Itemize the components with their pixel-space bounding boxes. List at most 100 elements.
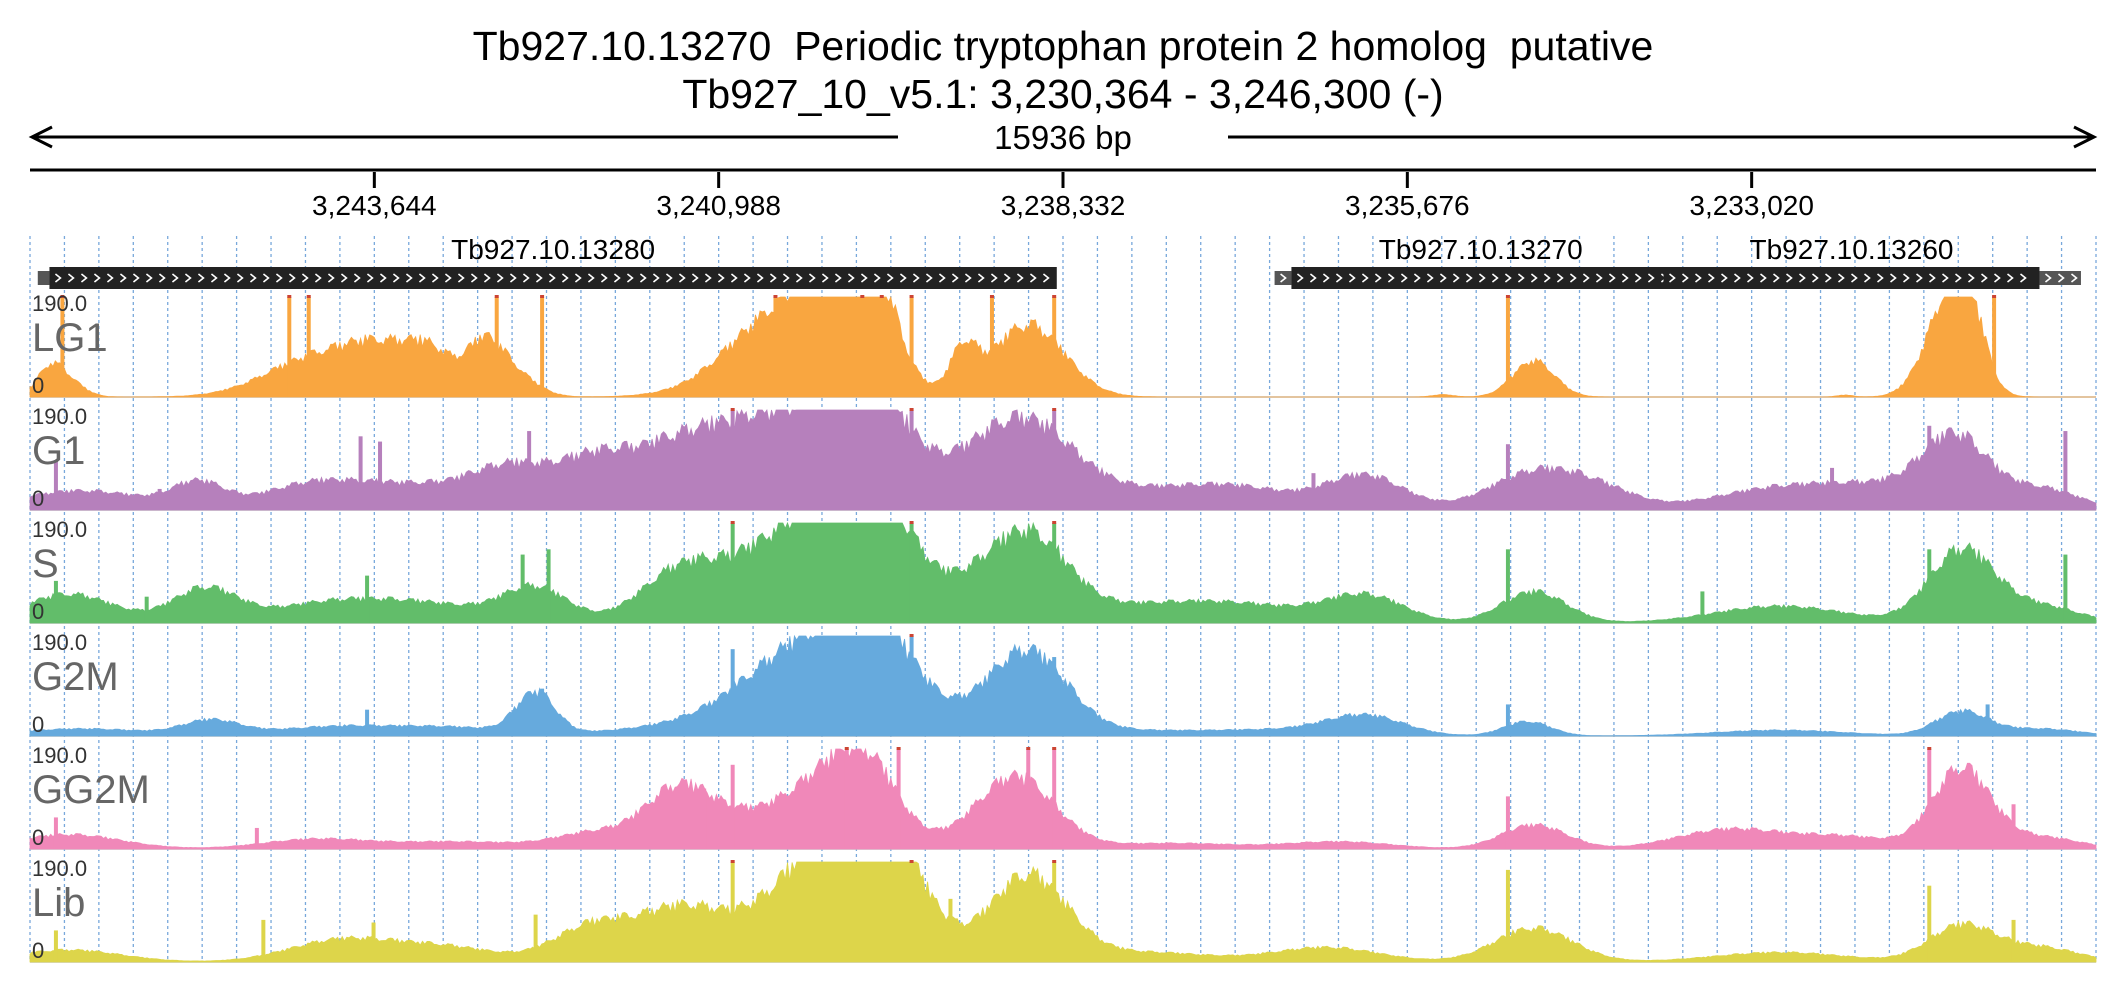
strand-chevron (301, 273, 309, 283)
strand-chevron (1335, 273, 1343, 283)
coverage-spike (948, 699, 953, 736)
strand-chevron (613, 273, 621, 283)
strand-chevron (1747, 273, 1754, 283)
coverage-spike (540, 688, 545, 736)
strand-chevron (639, 273, 647, 283)
strand-chevron (1439, 273, 1447, 283)
strand-chevron (67, 273, 75, 283)
clip-marker (860, 295, 865, 298)
track-name-label: Lib (32, 881, 85, 925)
strand-chevron (847, 273, 855, 283)
coverage-spike (53, 817, 58, 849)
strand-chevron (2057, 273, 2065, 283)
strand-chevron (457, 273, 465, 283)
strand-chevron (2020, 273, 2027, 283)
strand-chevron (2070, 273, 2078, 283)
clip-marker (287, 295, 292, 298)
coverage-spike (2063, 431, 2068, 510)
strand-chevron (938, 273, 946, 283)
strand-chevron (1864, 273, 1871, 283)
track-min-label: 0 (32, 373, 44, 398)
coverage-spike (546, 549, 551, 623)
coverage-spike (1052, 749, 1057, 849)
coverage-spike (1927, 549, 1932, 623)
coverage-spike (527, 431, 532, 510)
coverage-spike (948, 898, 953, 962)
strand-chevron (1029, 273, 1037, 283)
span-label: 15936 bp (994, 119, 1132, 156)
gene-bar (49, 267, 1057, 289)
strand-chevron (561, 273, 569, 283)
strand-chevron (1634, 273, 1642, 283)
strand-chevron (340, 273, 348, 283)
strand-chevron (873, 273, 881, 283)
strand-chevron (808, 273, 816, 283)
track-s: 190.0 0 S (29, 517, 2097, 624)
strand-chevron (1280, 273, 1287, 283)
strand-chevron (574, 273, 582, 283)
coverage-spike (1505, 297, 1510, 397)
gene-bar (1663, 267, 2040, 289)
clip-marker (306, 295, 311, 298)
strand-chevron (1838, 273, 1845, 283)
clip-marker (494, 295, 499, 298)
strand-chevron (1669, 273, 1676, 283)
coverage-spike (306, 297, 311, 397)
strand-chevron (496, 273, 504, 283)
strand-chevron (1890, 273, 1897, 283)
strand-chevron (821, 273, 829, 283)
strand-chevron (2044, 273, 2052, 283)
track-min-label: 0 (32, 599, 44, 624)
track-g2m: 190.0 0 G2M (29, 630, 2097, 737)
strand-chevron (1647, 273, 1655, 283)
strand-chevron (119, 273, 127, 283)
strand-chevron (1682, 273, 1689, 283)
axis-tick-label: 3,240,988 (656, 190, 781, 221)
coverage-spike (948, 457, 953, 510)
strand-chevron (1582, 273, 1590, 283)
strand-chevron (353, 273, 361, 283)
track-name-label: GG2M (32, 768, 150, 812)
clip-marker (1052, 295, 1057, 298)
strand-chevron (197, 273, 205, 283)
utr-segment (37, 271, 50, 285)
coverage-spike (1927, 885, 1932, 962)
coverage-spike (909, 636, 914, 736)
gene-bar (1291, 267, 1670, 289)
strand-chevron (1760, 273, 1767, 283)
coverage-spike (2011, 919, 2016, 962)
clip-marker (730, 521, 735, 524)
strand-chevron (1016, 273, 1024, 283)
strand-chevron (1942, 273, 1949, 283)
strand-chevron (730, 273, 738, 283)
coverage-spike (287, 297, 292, 397)
coverage-spike (1985, 704, 1990, 736)
strand-chevron (1465, 273, 1473, 283)
coverage-spike (53, 930, 58, 962)
clip-marker (60, 295, 65, 298)
clip-marker (1026, 747, 1031, 750)
axis-tick-label: 3,238,332 (1001, 190, 1126, 221)
strand-chevron (1491, 273, 1499, 283)
track-max-label: 190.0 (32, 856, 87, 881)
strand-chevron (1426, 273, 1434, 283)
coverage-spike (157, 488, 162, 510)
strand-chevron (1994, 273, 2001, 283)
coverage-spike (540, 297, 545, 397)
strand-chevron (782, 273, 790, 283)
strand-chevron (1543, 273, 1551, 283)
coverage-spike (989, 297, 994, 397)
strand-chevron (1478, 273, 1486, 283)
strand-chevron (249, 273, 257, 283)
chart-title: Tb927.10.13270 Periodic tryptophan prote… (472, 23, 1654, 69)
strand-chevron (1929, 273, 1936, 283)
clip-marker (1052, 860, 1057, 863)
strand-chevron (1786, 273, 1793, 283)
strand-chevron (886, 273, 894, 283)
track-min-label: 0 (32, 712, 44, 737)
strand-chevron (1721, 273, 1728, 283)
coverage-spike (879, 297, 884, 397)
coverage-tracks: 190.00LG1190.00G1190.00S190.00G2M190.00G… (29, 291, 2097, 963)
strand-chevron (1309, 273, 1317, 283)
